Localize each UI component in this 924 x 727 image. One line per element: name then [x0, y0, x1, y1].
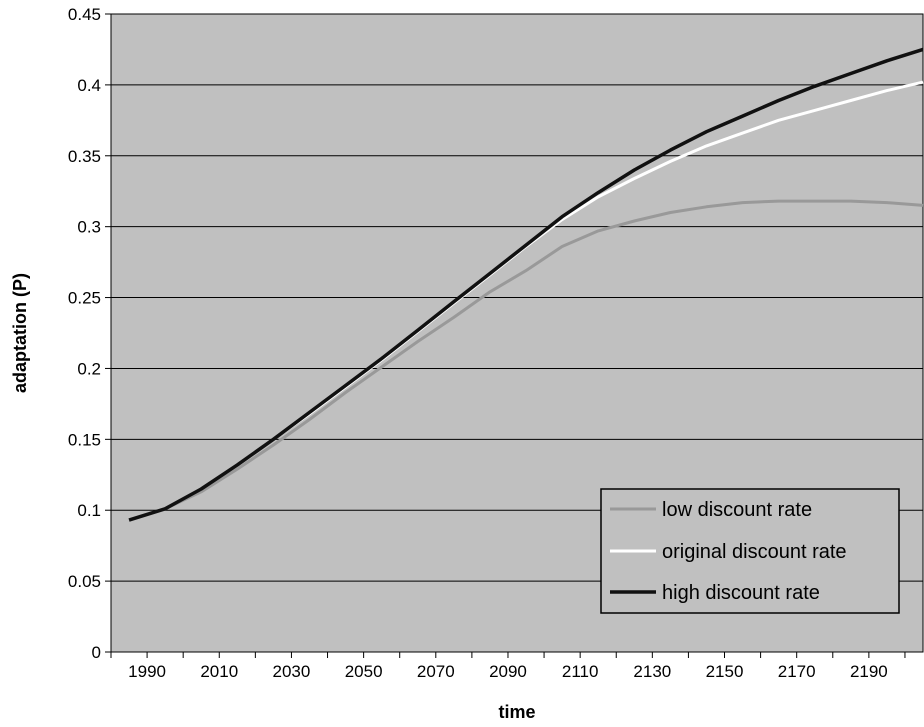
x-tick-label: 1990 — [128, 662, 166, 681]
x-tick-label: 2050 — [345, 662, 383, 681]
y-tick-label: 0.15 — [68, 430, 101, 449]
x-tick-label: 2190 — [850, 662, 888, 681]
y-tick-label: 0 — [92, 643, 101, 662]
y-tick-label: 0.05 — [68, 572, 101, 591]
series-line-3 — [128, 47, 924, 522]
y-tick-label: 0.1 — [77, 501, 101, 520]
series-lines — [128, 47, 924, 522]
legend: low discount rate original discount rate… — [600, 488, 900, 614]
x-tick-label: 2010 — [200, 662, 238, 681]
series-line-1 — [128, 199, 924, 522]
y-tick-label: 0.3 — [77, 218, 101, 237]
x-tick-label: 2070 — [417, 662, 455, 681]
y-axis-title: adaptation (P) — [10, 273, 30, 393]
y-tick-label: 0.2 — [77, 359, 101, 378]
y-axis: 0 0.05 0.1 0.15 0.2 0.25 0.3 0.35 0.4 0.45 — [68, 5, 111, 662]
legend-label-high: high discount rate — [662, 582, 820, 604]
x-tick-label: 2090 — [489, 662, 527, 681]
y-tick-label: 0.4 — [77, 76, 101, 95]
x-axis-title: time — [498, 702, 535, 722]
legend-label-original: original discount rate — [662, 541, 847, 563]
y-tick-label: 0.25 — [68, 289, 101, 308]
y-tick-label: 0.35 — [68, 147, 101, 166]
legend-label-low: low discount rate — [662, 499, 812, 521]
x-axis: 1990 2010 2030 2050 2070 2090 2110 2130 2150 2170… — [110, 652, 906, 681]
y-tick-label: 0.45 — [68, 5, 101, 24]
x-tick-label: 2030 — [273, 662, 311, 681]
x-tick-label: 2110 — [562, 662, 599, 681]
x-tick-label: 2150 — [706, 662, 744, 681]
x-tick-label: 2170 — [778, 662, 816, 681]
x-tick-label: 2130 — [633, 662, 671, 681]
